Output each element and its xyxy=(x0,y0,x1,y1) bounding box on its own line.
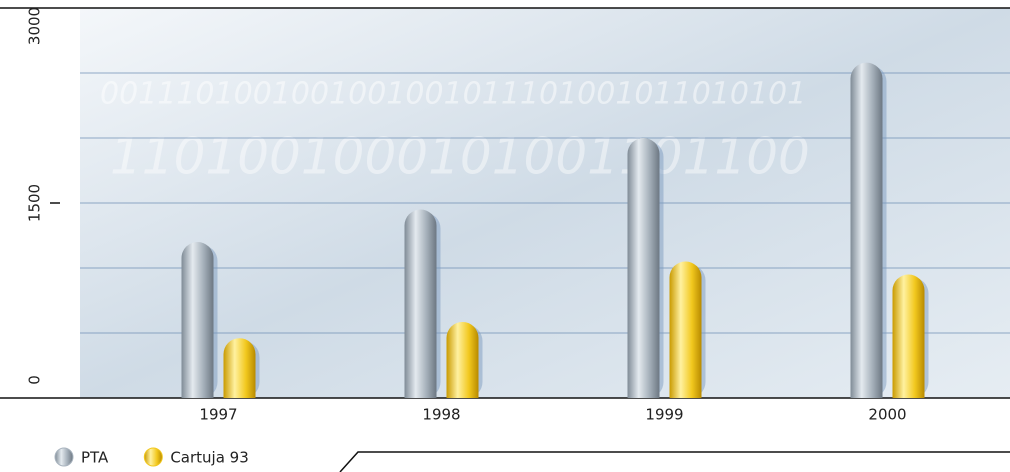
x-tick-label: 1999 xyxy=(645,406,683,424)
y-tick-label: 0 xyxy=(26,375,44,385)
legend-swatch xyxy=(54,447,74,467)
bar xyxy=(669,261,702,398)
bar xyxy=(850,62,883,398)
bar xyxy=(446,321,479,398)
bar xyxy=(627,138,660,398)
bar xyxy=(404,209,437,398)
decor: 1101001000101001101100 xyxy=(110,128,810,186)
y-tick-label: 3000 xyxy=(26,7,44,45)
y-tick-label: 1500 xyxy=(26,184,44,222)
decor-rule xyxy=(339,451,1010,472)
x-tick-label: 2000 xyxy=(868,406,906,424)
decor: 0011101001001001001011101001011010101 xyxy=(100,77,806,112)
legend-label: PTA xyxy=(81,449,109,467)
x-tick-label: 1997 xyxy=(199,406,237,424)
x-tick-label: 1998 xyxy=(422,406,460,424)
bar xyxy=(181,242,214,398)
legend-label: Cartuja 93 xyxy=(170,449,248,467)
bar xyxy=(892,274,925,398)
bar xyxy=(223,338,256,398)
legend-swatch xyxy=(143,447,163,467)
